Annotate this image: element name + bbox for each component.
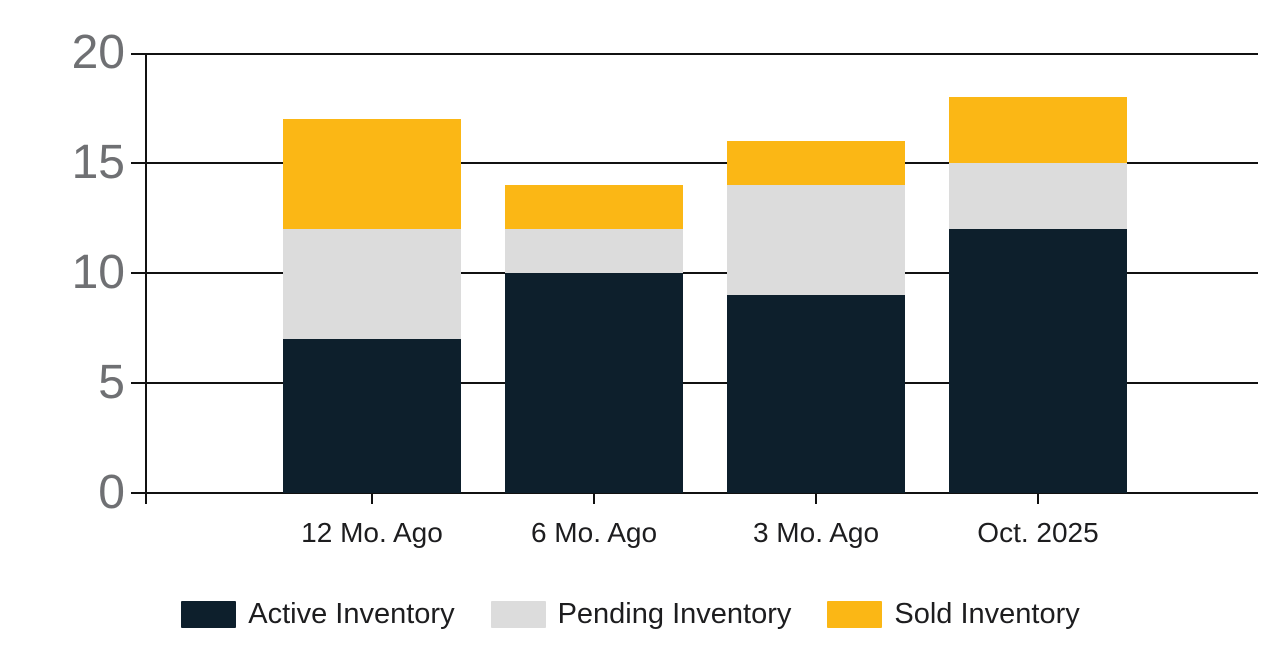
legend-item-active-inventory: Active Inventory xyxy=(181,598,455,630)
y-axis-tick-20 xyxy=(131,53,145,55)
legend-item-sold-inventory: Sold Inventory xyxy=(827,598,1080,630)
y-axis-tick-0 xyxy=(131,492,145,494)
x-tick-label-12-mo-ago: 12 Mo. Ago xyxy=(301,517,443,548)
legend-item-pending-inventory: Pending Inventory xyxy=(490,598,792,630)
bar-segment-pending-inventory-12-mo-ago xyxy=(283,229,461,339)
x-axis-tick-3 xyxy=(815,493,817,504)
x-axis-origin-tick xyxy=(145,493,147,504)
legend-swatch-pending-inventory xyxy=(490,600,546,628)
y-axis-tick-10 xyxy=(131,272,145,274)
y-tick-label-20: 20 xyxy=(71,26,125,79)
y-tick-label-5: 5 xyxy=(98,356,125,409)
y-axis-line xyxy=(145,53,147,493)
legend: Active Inventory Pending Inventory Sold In… xyxy=(0,598,1261,630)
y-axis-tick-5 xyxy=(131,382,145,384)
legend-label-sold-inventory: Sold Inventory xyxy=(894,598,1080,630)
x-axis-tick-2 xyxy=(593,493,595,504)
x-axis-tick-1 xyxy=(371,493,373,504)
bar-segment-pending-inventory-oct-2025 xyxy=(949,163,1127,229)
y-tick-label-15: 15 xyxy=(71,136,125,189)
y-tick-label-10: 10 xyxy=(71,246,125,299)
gridline-5 xyxy=(145,382,1258,384)
bar-segment-sold-inventory-oct-2025 xyxy=(949,97,1127,163)
x-tick-label-3-mo-ago: 3 Mo. Ago xyxy=(752,517,880,548)
bar-segment-pending-inventory-6-mo-ago xyxy=(505,229,683,273)
bar-segment-active-inventory-3-mo-ago xyxy=(727,295,905,493)
bar-segment-sold-inventory-12-mo-ago xyxy=(283,119,461,229)
x-tick-label-6-mo-ago: 6 Mo. Ago xyxy=(530,517,658,548)
x-axis-tick-4 xyxy=(1037,493,1039,504)
x-tick-label-oct-2025: Oct. 2025 xyxy=(977,517,1099,548)
gridline-20 xyxy=(145,53,1258,55)
legend-label-active-inventory: Active Inventory xyxy=(248,598,455,630)
gridline-15 xyxy=(145,162,1258,164)
bar-segment-active-inventory-6-mo-ago xyxy=(505,273,683,493)
bar-segment-sold-inventory-3-mo-ago xyxy=(727,141,905,185)
gridline-0 xyxy=(145,492,1258,494)
plot-area xyxy=(131,53,1258,504)
gridline-10 xyxy=(145,272,1258,274)
legend-swatch-sold-inventory xyxy=(827,600,883,628)
legend-label-pending-inventory: Pending Inventory xyxy=(557,598,792,630)
bar-segment-pending-inventory-3-mo-ago xyxy=(727,185,905,295)
bar-segment-active-inventory-12-mo-ago xyxy=(283,339,461,493)
y-axis-tick-15 xyxy=(131,162,145,164)
y-tick-label-0: 0 xyxy=(98,466,125,519)
legend-swatch-active-inventory xyxy=(181,600,237,628)
bar-segment-active-inventory-oct-2025 xyxy=(949,229,1127,493)
bar-segment-sold-inventory-6-mo-ago xyxy=(505,185,683,229)
